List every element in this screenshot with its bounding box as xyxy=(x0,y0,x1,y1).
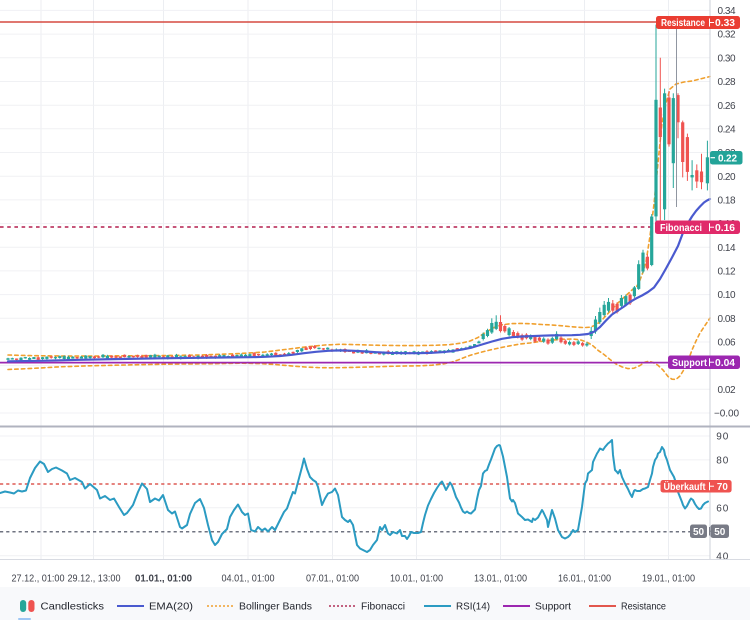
svg-text:0.18: 0.18 xyxy=(718,196,736,207)
svg-text:0.32: 0.32 xyxy=(718,30,736,41)
svg-text:0.20: 0.20 xyxy=(718,172,736,183)
svg-text:0.22: 0.22 xyxy=(718,153,737,164)
svg-text:0.10: 0.10 xyxy=(718,290,736,301)
svg-text:10.01., 01:00: 10.01., 01:00 xyxy=(390,574,443,585)
svg-text:Überkauft: Überkauft xyxy=(664,482,707,493)
svg-text:Candlesticks: Candlesticks xyxy=(41,601,105,613)
svg-text:Fibonacci: Fibonacci xyxy=(361,601,405,613)
svg-text:07.01., 01:00: 07.01., 01:00 xyxy=(306,574,359,585)
svg-text:0.12: 0.12 xyxy=(718,267,736,278)
svg-text:Fibonacci: Fibonacci xyxy=(660,223,702,234)
svg-text:29.12., 13:00: 29.12., 13:00 xyxy=(68,574,121,585)
svg-text:0.16: 0.16 xyxy=(715,223,735,234)
svg-text:19.01., 01:00: 19.01., 01:00 xyxy=(642,574,695,585)
svg-text:0.14: 0.14 xyxy=(718,243,736,254)
svg-text:0.34: 0.34 xyxy=(718,6,736,17)
svg-text:0.33: 0.33 xyxy=(715,18,735,29)
svg-text:50: 50 xyxy=(693,527,704,538)
svg-text:13.01., 01:00: 13.01., 01:00 xyxy=(474,574,527,585)
svg-text:01.01., 01:00: 01.01., 01:00 xyxy=(135,574,192,585)
svg-text:0.30: 0.30 xyxy=(718,53,736,64)
svg-text:Resistance: Resistance xyxy=(661,18,705,29)
svg-text:Resistance: Resistance xyxy=(621,601,666,613)
svg-text:Support: Support xyxy=(535,601,571,613)
svg-text:70: 70 xyxy=(717,482,728,493)
svg-text:90: 90 xyxy=(716,432,728,443)
svg-text:0.02: 0.02 xyxy=(718,385,736,396)
svg-text:0.28: 0.28 xyxy=(718,77,736,88)
svg-text:0.08: 0.08 xyxy=(718,314,736,325)
svg-text:50: 50 xyxy=(714,527,725,538)
svg-text:0.26: 0.26 xyxy=(718,101,736,112)
svg-text:04.01., 01:00: 04.01., 01:00 xyxy=(222,574,275,585)
svg-text:RSI(14): RSI(14) xyxy=(456,601,490,613)
svg-text:16.01., 01:00: 16.01., 01:00 xyxy=(558,574,611,585)
svg-text:80: 80 xyxy=(716,456,728,467)
svg-text:0.04: 0.04 xyxy=(715,358,735,369)
svg-text:0.06: 0.06 xyxy=(718,338,736,349)
svg-text:Bollinger Bands: Bollinger Bands xyxy=(239,601,312,613)
svg-text:Support: Support xyxy=(672,358,708,369)
svg-text:EMA(20): EMA(20) xyxy=(149,601,193,613)
svg-text:40: 40 xyxy=(716,551,728,562)
svg-text:27.12., 01:00: 27.12., 01:00 xyxy=(12,574,65,585)
svg-text:−0.00: −0.00 xyxy=(714,409,739,420)
svg-text:0.24: 0.24 xyxy=(718,124,736,135)
svg-text:60: 60 xyxy=(716,503,728,514)
